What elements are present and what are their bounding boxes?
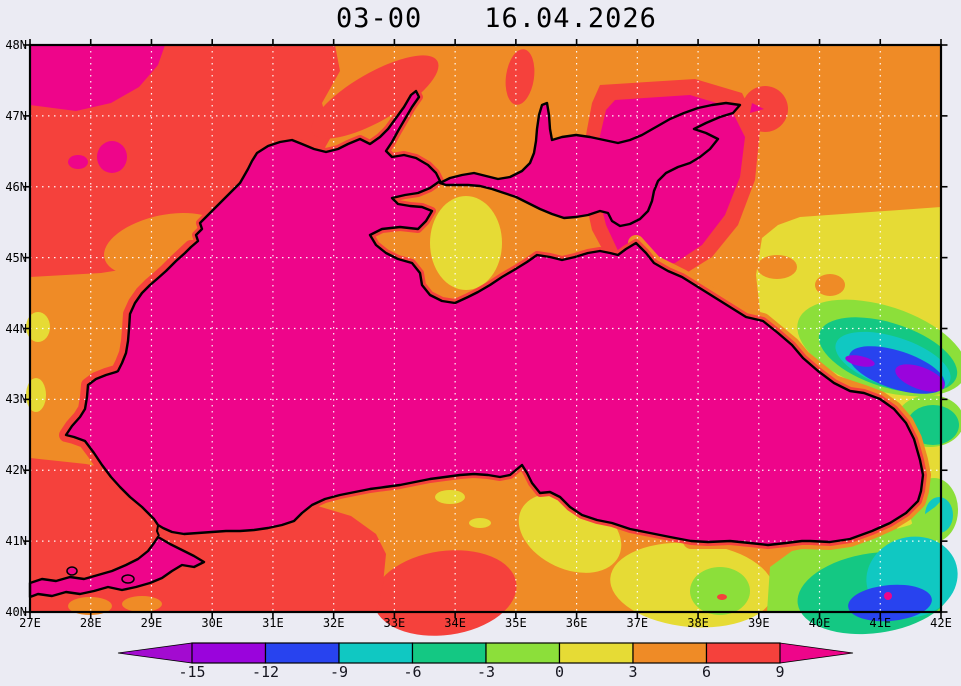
page-title: 03-00 16.04.2026 (336, 3, 657, 34)
colorbar-segment (558, 642, 634, 664)
field-red-northeast-blob (742, 86, 788, 132)
marmara-coastline (28, 535, 206, 599)
cold1-purple-core (895, 364, 945, 392)
colorbar-tick-label: 9 (775, 663, 785, 681)
black-sea (66, 91, 923, 545)
x-axis-label: 39E (747, 616, 770, 630)
colorbar-tick-label: -9 (329, 663, 349, 681)
field-red-bottom-center (373, 550, 517, 636)
colorbar-tick-label: -6 (403, 663, 422, 681)
x-axis-label: 27E (19, 616, 41, 630)
x-axis-label: 38E (687, 616, 709, 630)
field-green-turkey (690, 567, 750, 615)
black-sea-coastline (64, 89, 925, 547)
y-axis-label: 47N (5, 108, 27, 123)
colorbar-tick-label: -3 (476, 663, 496, 681)
x-axis-label: 37E (626, 616, 649, 630)
field-magenta-spot (97, 141, 127, 173)
x-axis-label: 29E (140, 616, 163, 630)
field-magenta-tick (750, 103, 764, 113)
field-orange-bottom-spot (122, 596, 162, 612)
cold1-purple-core (845, 355, 875, 367)
marmara-island (66, 566, 78, 576)
field-red-dnieper (311, 55, 439, 139)
x-axis-label: 41E (869, 616, 892, 630)
x-axis-label: 42E (930, 616, 952, 630)
x-axis-label: 35E (505, 616, 527, 630)
x-axis-label: 40E (808, 616, 831, 630)
y-axis-label: 45N (5, 250, 27, 265)
title-date: 16.04.2026 (484, 3, 657, 34)
y-axis-label: 40N (5, 605, 27, 619)
colorbar-tick-label: 0 (554, 663, 565, 681)
field-yellow-spot (469, 518, 491, 528)
field-orange-spot (815, 274, 845, 296)
field-yellow-spot (435, 490, 465, 504)
colorbar-over-arrow (779, 642, 854, 664)
field-orange-spot (757, 255, 797, 279)
field-magenta-spot (68, 155, 88, 169)
x-axis-label: 32E (322, 616, 345, 630)
field-yellow-crimea (430, 196, 502, 290)
y-axis-label: 43N (5, 392, 27, 407)
colorbar-tick-label: -12 (251, 663, 280, 681)
colorbar-segment (632, 642, 708, 664)
field-red-molochna (505, 49, 535, 105)
x-axis-label: 28E (79, 616, 102, 630)
y-axis-label: 41N (5, 534, 27, 549)
field-magenta-topleft (30, 45, 165, 111)
x-axis-label: 31E (262, 616, 284, 630)
x-axis-label: 30E (201, 616, 224, 630)
marmara-island (121, 574, 135, 584)
bosphorus-strait (156, 525, 160, 537)
colorbar-tick-label: 6 (701, 663, 712, 681)
colorbar-segment (191, 642, 267, 664)
colorbar-under-arrow (117, 642, 193, 664)
x-axis-label: 36E (565, 616, 588, 630)
y-axis-label: 44N (5, 321, 27, 336)
x-axis-label: 34E (444, 616, 466, 630)
field-red-dot (717, 594, 727, 600)
map-canvas (23, 39, 961, 636)
field-layer (26, 45, 961, 636)
colorbar (117, 642, 854, 664)
colorbar-segment (264, 642, 340, 664)
water-layer (30, 91, 923, 597)
y-axis-label: 42N (5, 463, 27, 478)
colorbar-tick-label: -15 (178, 663, 206, 681)
field-orange-bottom-spot (68, 597, 112, 615)
coastline-layer (28, 89, 925, 599)
sea-of-azov (440, 103, 740, 226)
x-axis-label: 33E (383, 616, 406, 630)
field-yellow-westedge (26, 312, 50, 342)
colorbar-segment (485, 642, 561, 664)
colorbar-segment (705, 642, 781, 664)
azov-coastline (438, 101, 742, 228)
cold2-magenta-dot (884, 592, 892, 600)
colorbar-segment (411, 642, 487, 664)
y-axis-label: 46N (5, 179, 27, 194)
sea-of-marmara (30, 537, 204, 597)
y-axis-label: 48N (5, 38, 27, 52)
colorbar-segment (338, 642, 414, 664)
title-time: 03-00 (336, 3, 423, 34)
axis-ticks (23, 39, 948, 619)
colorbar-tick-label: 3 (628, 663, 638, 681)
